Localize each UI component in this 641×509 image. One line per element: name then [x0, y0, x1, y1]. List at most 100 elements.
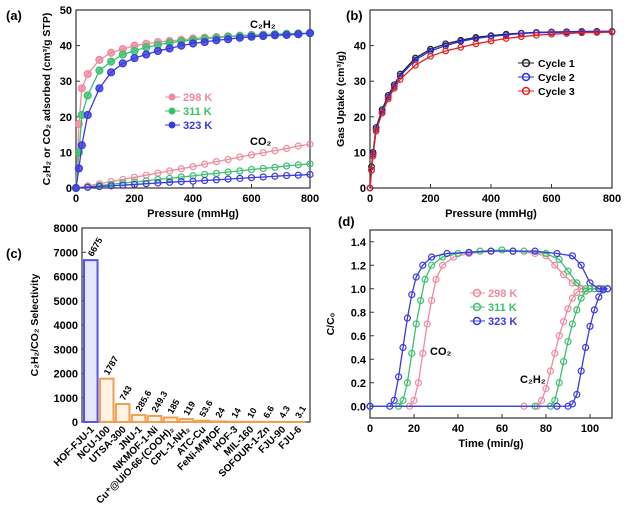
- bar: [164, 418, 178, 422]
- data-point: [131, 55, 138, 62]
- x-tick-label: 800: [603, 193, 621, 205]
- y-tick-label: 0.4: [351, 354, 367, 366]
- bar: [212, 421, 226, 422]
- y-tick-label: 40: [60, 41, 72, 53]
- series-line: [370, 251, 608, 406]
- series-line: [370, 32, 612, 188]
- data-point: [201, 39, 208, 46]
- data-point: [271, 32, 278, 39]
- y-tick-label: 20: [354, 112, 366, 124]
- y-tick-label: 50: [60, 5, 72, 17]
- data-point: [178, 42, 185, 49]
- annotation-co2: CO₂: [250, 136, 272, 148]
- x-tick-label: 600: [542, 193, 560, 205]
- data-label: 743: [118, 384, 134, 402]
- panel-label: (d): [338, 214, 355, 229]
- data-label: 6675: [86, 236, 105, 258]
- legend-marker: [169, 108, 176, 115]
- x-tick-label: 20: [408, 423, 420, 435]
- x-tick-label: 40: [452, 423, 464, 435]
- x-axis-label: Pressure (mmHg): [147, 208, 239, 220]
- legend-label: Cycle 2: [538, 72, 575, 84]
- annotation-co2: CO₂: [430, 346, 452, 358]
- y-tick-label: 0.6: [351, 331, 366, 343]
- data-point: [75, 165, 82, 172]
- data-label: 3.1: [293, 404, 308, 420]
- data-label: 1787: [102, 354, 121, 376]
- data-label: 185: [165, 397, 181, 415]
- y-tick-label: 0.8: [351, 307, 366, 319]
- legend-label: 298 K: [183, 92, 212, 104]
- x-tick-label: 400: [184, 193, 202, 205]
- x-tick-label: 200: [125, 193, 143, 205]
- y-tick-label: 0: [360, 183, 366, 195]
- data-point: [96, 85, 103, 92]
- x-tick-label: 0: [73, 193, 79, 205]
- data-point: [78, 142, 85, 149]
- y-tick-label: 0: [66, 183, 72, 195]
- data-point: [248, 33, 255, 40]
- y-tick-label: 4000: [54, 320, 78, 332]
- legend-label: 323 K: [183, 120, 212, 132]
- y-tick-label: 20: [60, 112, 72, 124]
- legend-label: 311 K: [488, 302, 517, 314]
- y-tick-label: 0: [72, 417, 78, 429]
- y-tick-label: 5000: [54, 296, 78, 308]
- legend-label: Cycle 1: [538, 58, 575, 70]
- legend-label: 323 K: [488, 316, 517, 328]
- x-tick-label: 80: [540, 423, 552, 435]
- bar: [84, 260, 98, 422]
- x-axis-label: Time (min/g): [458, 438, 524, 450]
- x-tick-label: 0: [367, 193, 373, 205]
- data-point: [236, 34, 243, 41]
- legend-marker: [169, 122, 176, 129]
- legend-label: 311 K: [183, 106, 212, 118]
- bar: [196, 421, 210, 422]
- bar: [132, 415, 146, 422]
- y-tick-label: 8000: [54, 223, 78, 235]
- y-axis-label: C₂H₂/CO₂ Selectivity: [29, 273, 41, 376]
- annotation-c2h2: C₂H₂: [520, 374, 546, 386]
- bar: [116, 404, 130, 422]
- y-tick-label: 2000: [54, 369, 78, 381]
- data-point: [96, 67, 103, 74]
- y-axis-label: Gas Uptake (cm³/g): [335, 51, 347, 147]
- x-tick-label: 800: [301, 193, 319, 205]
- bar: [148, 416, 162, 422]
- data-label: 24: [213, 406, 227, 420]
- panel-label: (b): [346, 8, 363, 23]
- data-point: [295, 31, 302, 38]
- x-tick-label: 60: [496, 423, 508, 435]
- x-tick-label: 100: [581, 423, 599, 435]
- data-point: [190, 40, 197, 47]
- data-point: [154, 47, 161, 54]
- series-line: [370, 31, 612, 188]
- y-tick-label: 30: [354, 76, 366, 88]
- data-point: [260, 32, 267, 39]
- y-axis-label: C₂H₂ or CO₂ adsorbed (cm³/g STP): [41, 13, 53, 186]
- data-point: [108, 49, 115, 56]
- data-label: 53.6: [197, 399, 214, 419]
- data-point: [108, 58, 115, 65]
- y-axis-label: C/C₀: [325, 312, 337, 335]
- data-point: [166, 45, 173, 52]
- legend-marker: [169, 94, 176, 101]
- plot-frame: [82, 228, 310, 422]
- data-point: [96, 56, 103, 63]
- annotation-c2h2: C₂H₂: [250, 19, 276, 31]
- y-tick-label: 0.2: [351, 378, 366, 390]
- y-tick-label: 7000: [54, 247, 78, 259]
- data-point: [143, 44, 150, 51]
- data-point: [119, 60, 126, 67]
- panel-label: (a): [6, 8, 22, 23]
- y-tick-label: 1000: [54, 393, 78, 405]
- data-label: 14: [229, 406, 243, 420]
- legend-label: Cycle 3: [538, 86, 575, 98]
- data-point: [108, 69, 115, 76]
- data-label: 4.3: [277, 404, 292, 420]
- y-tick-label: 3000: [54, 344, 78, 356]
- x-tick-label: 600: [242, 193, 260, 205]
- data-point: [283, 31, 290, 38]
- data-point: [84, 112, 91, 119]
